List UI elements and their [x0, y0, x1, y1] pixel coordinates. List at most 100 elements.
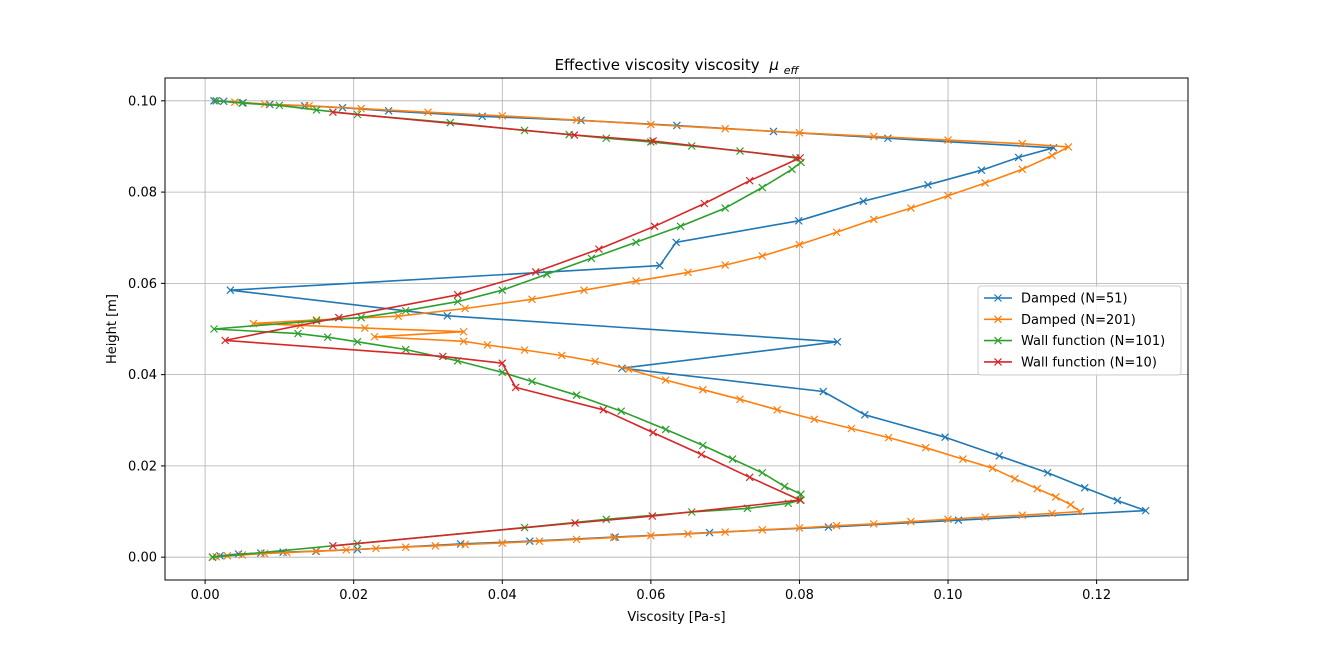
data-point	[401, 306, 410, 315]
data-point	[698, 441, 707, 450]
data-point	[498, 359, 507, 368]
data-point	[698, 385, 707, 394]
series-layer	[208, 96, 1150, 562]
data-point	[594, 245, 603, 254]
data-point	[431, 541, 440, 550]
y-axis-label: Height [m]	[105, 294, 120, 364]
data-point	[869, 215, 878, 224]
data-point	[745, 176, 754, 185]
data-point	[883, 134, 892, 143]
series-line	[212, 100, 1082, 558]
data-point	[721, 204, 730, 212]
x-tick-label: 0.10	[934, 588, 963, 603]
data-point	[995, 451, 1004, 460]
data-point	[648, 512, 657, 521]
x-tick-label: 0.08	[785, 588, 814, 603]
data-point	[312, 547, 321, 556]
data-point	[728, 455, 737, 463]
data-point	[511, 383, 520, 392]
data-point	[498, 111, 507, 120]
data-point	[459, 337, 468, 346]
axis-ticks: 0.00 0.02 0.04 0.06 0.08 0.10 0.12 0.00 0.02 0.04…	[128, 94, 1111, 603]
data-point	[1080, 483, 1089, 492]
data-point	[646, 531, 655, 540]
data-point	[944, 136, 952, 144]
data-point	[921, 443, 930, 452]
data-point	[531, 268, 540, 276]
x-axis-label: Viscosity [Pa-s]	[627, 610, 725, 625]
data-point	[323, 333, 332, 342]
data-point	[795, 524, 804, 532]
data-point	[646, 137, 655, 146]
y-tick-label: 0.00	[128, 551, 157, 566]
data-point	[1014, 153, 1023, 162]
data-point	[459, 327, 468, 336]
data-point	[700, 199, 709, 208]
data-point	[557, 351, 566, 360]
x-tick-label: 0.06	[636, 588, 665, 603]
data-point	[498, 539, 507, 547]
data-point	[1066, 500, 1075, 509]
data-point	[212, 96, 221, 105]
data-point	[453, 297, 462, 306]
data-point	[906, 517, 915, 526]
data-point	[649, 428, 658, 437]
title-text: Effective viscosity viscosity	[555, 56, 760, 74]
data-point	[591, 357, 600, 366]
data-point	[424, 108, 432, 117]
data-point	[1141, 506, 1150, 515]
y-tick-label: 0.08	[128, 186, 157, 201]
data-point	[226, 286, 235, 295]
data-point	[884, 433, 893, 442]
data-point	[602, 134, 611, 143]
data-point	[721, 528, 730, 537]
legend-marker	[994, 357, 1002, 366]
data-point	[528, 377, 536, 386]
y-tick-label: 0.02	[128, 459, 157, 474]
y-tick-label: 0.10	[128, 94, 157, 109]
data-point	[632, 277, 640, 286]
data-point	[328, 541, 337, 550]
data-point	[632, 238, 640, 247]
data-point	[483, 341, 492, 349]
data-point	[819, 387, 828, 396]
data-point	[520, 346, 529, 354]
data-point	[372, 544, 380, 553]
data-point	[649, 137, 658, 145]
data-point	[721, 261, 730, 270]
data-point	[661, 376, 670, 385]
data-point	[572, 535, 581, 544]
data-point	[824, 523, 833, 531]
data-point	[453, 290, 462, 299]
data-point	[1113, 496, 1122, 505]
data-point	[609, 533, 618, 542]
data-point	[1018, 511, 1027, 520]
data-point	[988, 464, 997, 473]
legend-item: Damped (N=51)	[984, 292, 1128, 307]
data-point	[795, 240, 804, 249]
data-point	[869, 132, 878, 141]
chart-title: Effective viscosity viscosity μ eff	[555, 56, 800, 77]
data-point	[981, 179, 990, 187]
data-point	[697, 450, 706, 459]
data-point	[758, 525, 767, 534]
data-point	[238, 99, 247, 108]
data-point	[443, 311, 452, 320]
x-tick-label: 0.12	[1082, 588, 1111, 603]
data-point	[294, 329, 302, 338]
data-point	[794, 216, 803, 225]
title-symbol: μ	[768, 56, 779, 74]
legend-label: Damped (N=51)	[1021, 292, 1128, 307]
data-point	[587, 254, 596, 263]
data-point	[788, 165, 796, 174]
data-point	[1043, 468, 1052, 477]
legend: Damped (N=51) Damped (N=201) Wall function…	[977, 285, 1182, 376]
data-point	[684, 529, 692, 538]
legend-marker	[994, 294, 1002, 302]
data-point	[758, 183, 767, 192]
data-point	[977, 166, 986, 175]
data-point	[572, 116, 581, 124]
data-point	[906, 204, 915, 212]
data-point	[847, 424, 856, 433]
